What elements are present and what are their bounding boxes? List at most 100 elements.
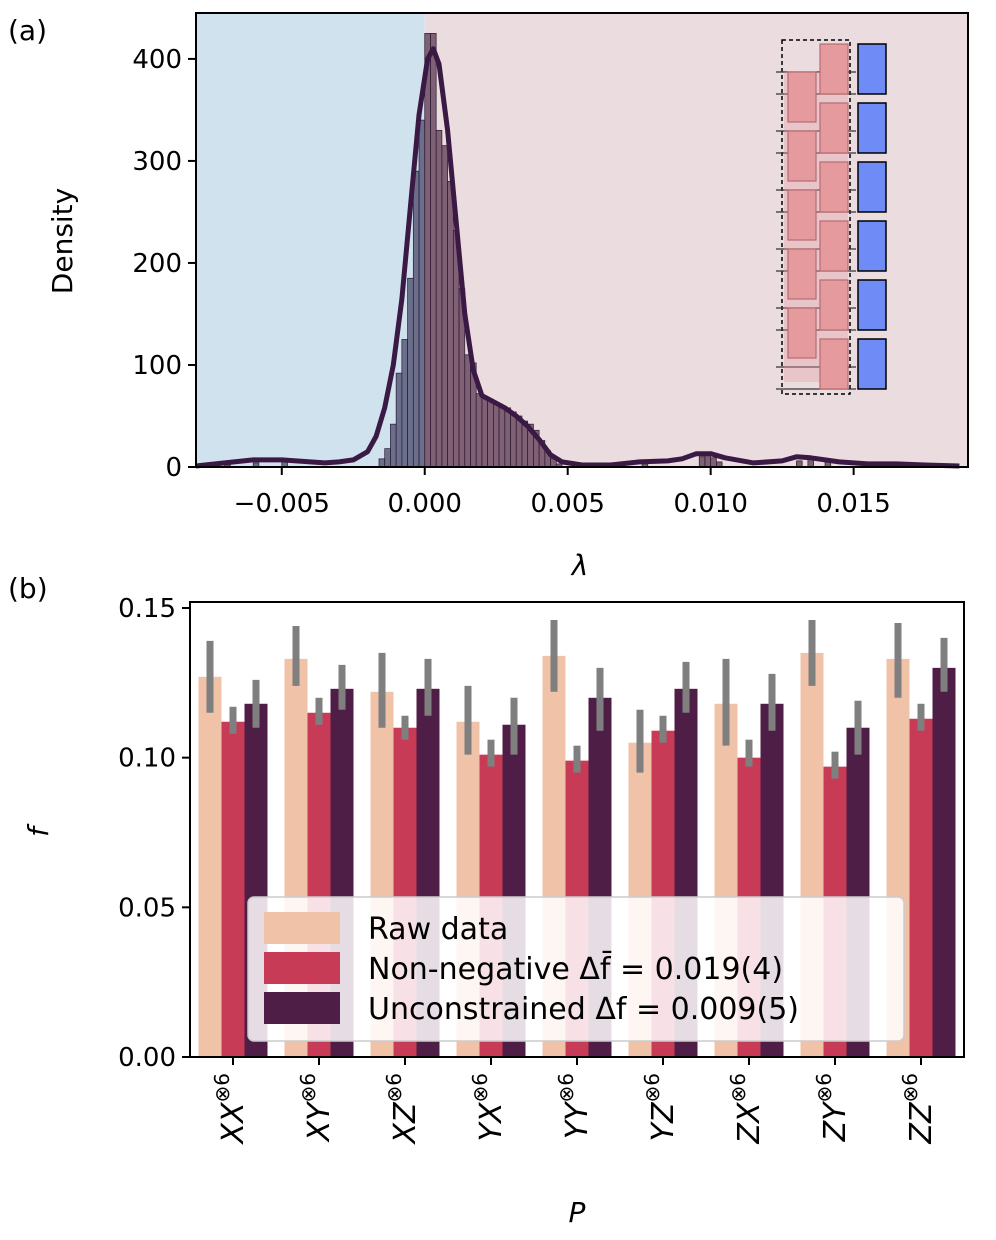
axes-frame-a <box>195 12 969 468</box>
histogram-bar <box>510 411 517 468</box>
histogram-bar <box>710 457 717 468</box>
bar-unconstrained <box>932 667 956 1057</box>
inset-dashed-box <box>781 39 851 395</box>
x-tick-superscript: ⊗6 <box>296 1073 320 1102</box>
x-tick-base: YX <box>474 1101 509 1141</box>
legend-label: Non-negative Δf̄ = 0.019(4) <box>368 951 783 987</box>
circuit-inset <box>776 39 887 395</box>
y-tick-label: 0.05 <box>118 893 176 923</box>
histogram-bar <box>390 423 397 468</box>
x-tick-label: 0.000 <box>388 489 462 519</box>
inset-pink-gate <box>819 220 849 272</box>
inset-pink-gate <box>787 71 817 123</box>
kde-line <box>195 46 960 469</box>
x-axis-label-a: λ <box>570 549 589 582</box>
x-tick-label: YX⊗6 <box>468 1073 509 1141</box>
inset-pink-gate <box>787 248 817 300</box>
histogram-bar <box>475 393 483 468</box>
histogram-bar <box>464 354 471 468</box>
x-tick-label-group: ZY⊗6 <box>812 1073 853 1142</box>
x-tick-label: XZ⊗6 <box>382 1073 423 1146</box>
x-tick-label: YZ⊗6 <box>640 1073 681 1141</box>
inset-pink-gate <box>787 189 817 241</box>
x-tick-label-group: ZZ⊗6 <box>898 1073 939 1145</box>
x-tick-base: YY <box>560 1100 595 1139</box>
x-tick-base: ZZ <box>904 1101 939 1145</box>
y-tick-label: 400 <box>132 45 182 75</box>
x-tick-label-group: YY⊗6 <box>554 1073 595 1139</box>
y-ticks-b: 0.00 0.05 0.10 0.15 <box>118 594 190 1073</box>
x-tick-label: XY⊗6 <box>296 1073 337 1143</box>
x-tick-label: ZX⊗6 <box>726 1073 767 1145</box>
inset-pink-gate <box>819 102 849 154</box>
histogram-bar <box>378 458 386 468</box>
x-tick-base: YZ <box>646 1101 681 1141</box>
histogram-bar <box>401 339 408 468</box>
x-tick-superscript: ⊗6 <box>640 1073 664 1102</box>
x-tick-superscript: ⊗6 <box>726 1073 750 1102</box>
x-tick-superscript: ⊗6 <box>210 1073 234 1102</box>
y-tick-label: 0.10 <box>118 744 176 774</box>
x-tick-base: XY <box>302 1100 337 1144</box>
y-tick-label: 300 <box>132 147 182 177</box>
inset-pink-gate <box>819 161 849 213</box>
background-regions <box>196 13 969 467</box>
error-bars <box>206 619 948 779</box>
histogram-panel: (a) −0.005 0.000 0.005 0.010 0.015 0 100 200 30… <box>8 12 969 582</box>
x-tick-label: ZY⊗6 <box>812 1073 853 1142</box>
histogram-bar <box>430 33 437 468</box>
y-tick-label: 0 <box>165 453 182 483</box>
kde-curve <box>195 46 960 469</box>
x-tick-superscript: ⊗6 <box>812 1073 836 1102</box>
legend: Raw data Non-negative Δf̄ = 0.019(4) Uncon… <box>247 896 905 1042</box>
histogram-bar <box>447 180 454 468</box>
histogram-bar <box>435 129 443 468</box>
inset-blue-gate <box>857 279 887 331</box>
x-tick-label: XX⊗6 <box>210 1073 251 1146</box>
inset-blue-gate <box>857 43 887 95</box>
x-tick-label-group: XX⊗6 <box>210 1073 251 1146</box>
background-region-0 <box>196 13 425 467</box>
y-tick-label: 0.15 <box>118 594 176 624</box>
x-tick-superscript: ⊗6 <box>898 1073 922 1102</box>
inset-blue-gate <box>857 338 887 390</box>
legend-swatch <box>264 952 340 984</box>
histogram-bar <box>704 454 712 468</box>
histogram-bar <box>412 170 420 468</box>
x-tick-label: ZZ⊗6 <box>898 1073 939 1145</box>
x-axis-label-b: P <box>569 1196 586 1229</box>
histogram-bar <box>407 277 414 468</box>
inset-blue-gate <box>857 161 887 213</box>
legend-box <box>247 896 905 1042</box>
y-axis-label-b: f <box>22 823 55 837</box>
legend-swatch <box>264 912 340 944</box>
histogram-bar <box>424 33 431 468</box>
histogram-bar <box>384 448 391 468</box>
x-tick-label: 0.010 <box>673 489 747 519</box>
x-tick-label-group: YX⊗6 <box>468 1073 509 1141</box>
x-tick-base: ZY <box>818 1100 853 1143</box>
x-tick-base: ZX <box>732 1101 767 1145</box>
histogram-bar <box>418 119 426 468</box>
histogram-bar <box>487 400 494 468</box>
y-tick-label: 0.00 <box>118 1043 176 1073</box>
histogram-bar <box>493 402 500 468</box>
legend-swatch <box>264 992 340 1024</box>
inset-pink-gate <box>819 338 849 390</box>
bar-non-negative <box>221 721 245 1057</box>
inset-blue-gate <box>857 102 887 154</box>
legend-label: Raw data <box>368 912 508 947</box>
histogram-bar <box>698 456 706 468</box>
x-ticks-b: XX⊗6XY⊗6XZ⊗6YX⊗6YY⊗6YZ⊗6ZX⊗6ZY⊗6ZZ⊗6 <box>210 1057 939 1146</box>
x-tick-superscript: ⊗6 <box>468 1073 492 1102</box>
x-tick-label-group: YZ⊗6 <box>640 1073 681 1141</box>
y-axis-label-a: Density <box>46 188 79 294</box>
histogram-bar <box>395 372 403 468</box>
histogram-bar <box>498 407 506 468</box>
inset-blue-gate <box>857 220 887 272</box>
histogram-bar <box>481 397 488 468</box>
x-tick-label-group: XY⊗6 <box>296 1073 337 1143</box>
x-tick-base: XZ <box>388 1101 423 1146</box>
x-tick-label: 0.005 <box>530 489 604 519</box>
bar-non-negative <box>909 718 933 1057</box>
